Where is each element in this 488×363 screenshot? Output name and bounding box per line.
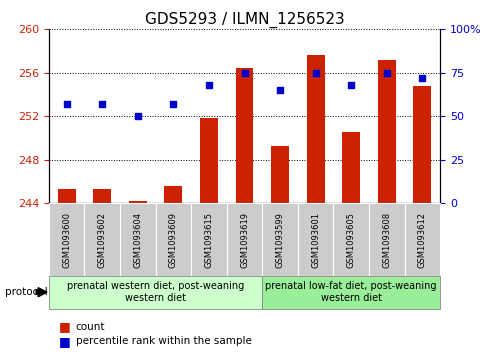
- Text: GSM1093599: GSM1093599: [275, 212, 284, 268]
- Bar: [412, 86, 430, 203]
- Text: count: count: [76, 322, 105, 332]
- Point: [134, 113, 142, 119]
- Bar: [93, 189, 111, 203]
- Text: GSM1093600: GSM1093600: [62, 212, 71, 268]
- Bar: [200, 118, 217, 203]
- Text: GSM1093604: GSM1093604: [133, 212, 142, 268]
- Text: GSM1093615: GSM1093615: [204, 212, 213, 268]
- Text: prenatal western diet, post-weaning
western diet: prenatal western diet, post-weaning west…: [67, 281, 244, 303]
- Text: protocol: protocol: [5, 287, 47, 297]
- Text: ■: ■: [59, 335, 70, 348]
- Bar: [58, 189, 76, 203]
- Point: [240, 70, 248, 76]
- Bar: [342, 132, 359, 203]
- Bar: [164, 186, 182, 203]
- Bar: [306, 55, 324, 203]
- Text: GSM1093609: GSM1093609: [168, 212, 178, 268]
- Point: [311, 70, 319, 76]
- Point: [418, 75, 426, 81]
- Point: [169, 101, 177, 107]
- Point: [276, 87, 284, 93]
- Text: GSM1093602: GSM1093602: [98, 212, 106, 268]
- Text: ■: ■: [59, 320, 70, 333]
- Point: [346, 82, 354, 88]
- Text: percentile rank within the sample: percentile rank within the sample: [76, 336, 251, 346]
- Text: GSM1093605: GSM1093605: [346, 212, 355, 268]
- Title: GDS5293 / ILMN_1256523: GDS5293 / ILMN_1256523: [144, 12, 344, 28]
- Text: GSM1093608: GSM1093608: [382, 212, 390, 268]
- Point: [204, 82, 212, 88]
- Bar: [235, 68, 253, 203]
- Bar: [271, 146, 288, 203]
- Point: [382, 70, 390, 76]
- Bar: [129, 201, 146, 203]
- Bar: [377, 60, 395, 203]
- Text: GSM1093601: GSM1093601: [310, 212, 320, 268]
- Point: [98, 101, 106, 107]
- Text: GSM1093612: GSM1093612: [417, 212, 426, 268]
- Text: GSM1093619: GSM1093619: [240, 212, 248, 268]
- Point: [62, 101, 70, 107]
- Text: prenatal low-fat diet, post-weaning
western diet: prenatal low-fat diet, post-weaning west…: [265, 281, 436, 303]
